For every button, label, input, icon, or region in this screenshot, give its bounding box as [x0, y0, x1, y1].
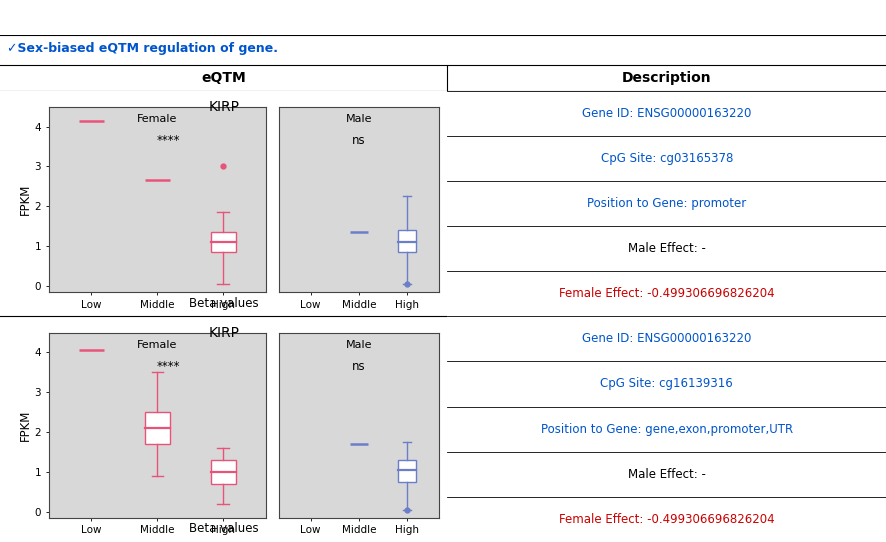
- Bar: [398, 230, 416, 252]
- Text: Male Effect: -: Male Effect: -: [628, 242, 705, 255]
- Text: KIRP: KIRP: [208, 326, 239, 340]
- Text: ns: ns: [352, 359, 366, 372]
- Bar: [211, 460, 236, 484]
- Text: Position to Gene: promoter: Position to Gene: promoter: [587, 197, 746, 210]
- Text: ****: ****: [156, 359, 180, 372]
- Text: Male: Male: [346, 114, 372, 124]
- Text: Male: Male: [346, 340, 372, 350]
- Text: ns: ns: [352, 134, 366, 147]
- Text: Gene ID: ENSG00000163220: Gene ID: ENSG00000163220: [582, 332, 751, 345]
- Text: Female: Female: [137, 114, 177, 124]
- Bar: [49, 107, 266, 132]
- Text: Beta values: Beta values: [189, 522, 259, 535]
- Bar: [49, 333, 266, 358]
- Bar: [144, 412, 170, 444]
- Text: ✓Sex-biased eQTM regulation of gene.: ✓Sex-biased eQTM regulation of gene.: [7, 42, 278, 55]
- Bar: [279, 107, 439, 132]
- Text: eQTM: eQTM: [201, 71, 246, 85]
- Text: Female Effect: -0.499306696826204: Female Effect: -0.499306696826204: [559, 513, 774, 526]
- Text: Beta values: Beta values: [189, 297, 259, 310]
- Text: Sex-biased eQTM regulation of gene: Sex-biased eQTM regulation of gene: [287, 10, 599, 25]
- Text: Gene ID: ENSG00000163220: Gene ID: ENSG00000163220: [582, 107, 751, 120]
- Y-axis label: FPKM: FPKM: [19, 184, 32, 215]
- Text: Female Effect: -0.499306696826204: Female Effect: -0.499306696826204: [559, 287, 774, 300]
- Text: Description: Description: [622, 71, 711, 85]
- Text: Position to Gene: gene,exon,promoter,UTR: Position to Gene: gene,exon,promoter,UTR: [540, 423, 793, 436]
- Bar: [398, 460, 416, 482]
- Bar: [211, 232, 236, 252]
- Text: Female: Female: [137, 340, 177, 350]
- Text: CpG Site: cg03165378: CpG Site: cg03165378: [601, 152, 733, 165]
- Y-axis label: FPKM: FPKM: [19, 409, 32, 441]
- Text: KIRP: KIRP: [208, 100, 239, 114]
- Bar: [279, 333, 439, 358]
- Text: ****: ****: [156, 134, 180, 147]
- Text: CpG Site: cg16139316: CpG Site: cg16139316: [601, 377, 733, 390]
- Text: Male Effect: -: Male Effect: -: [628, 468, 705, 481]
